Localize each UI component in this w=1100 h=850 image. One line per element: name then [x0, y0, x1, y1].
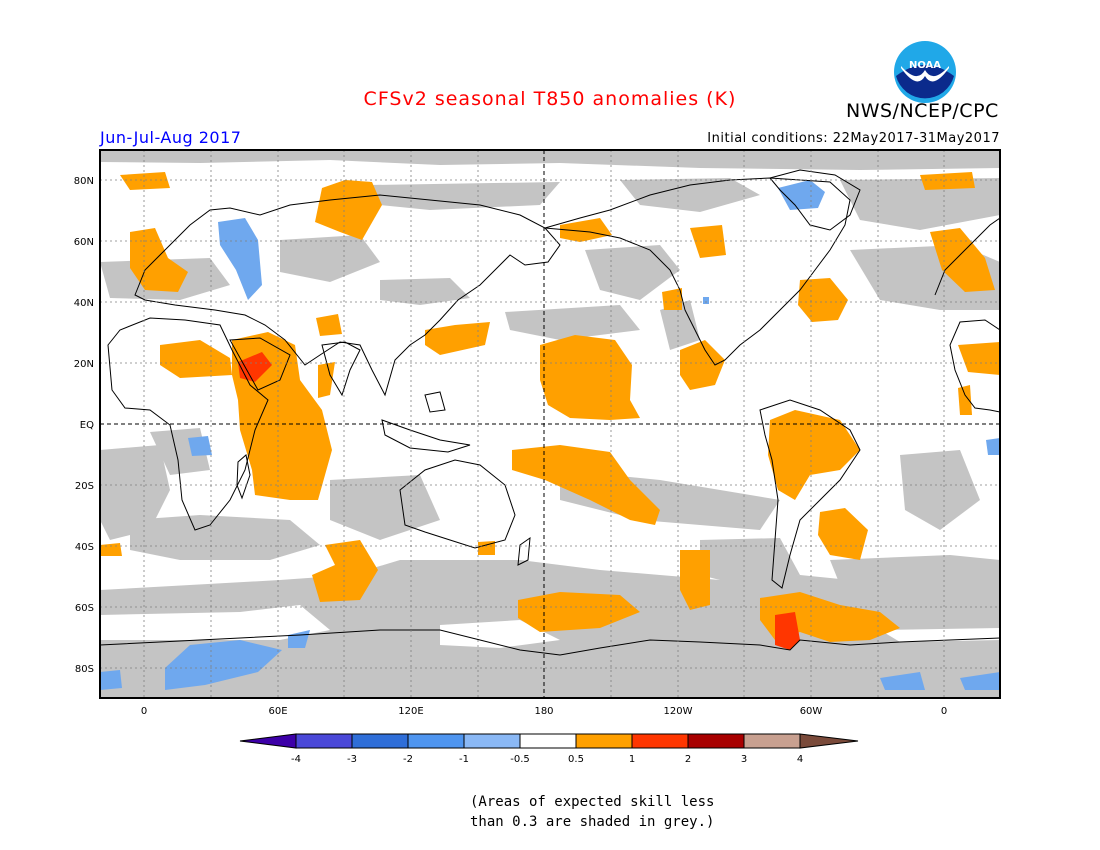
colorbar-swatch	[743, 733, 801, 749]
noaa-logo: NOAA	[894, 41, 956, 103]
skill-footnote-line1: (Areas of expected skill less	[470, 794, 715, 810]
map-frame	[99, 149, 1001, 699]
colorbar-label: 0.5	[568, 754, 584, 765]
lat-label: 20S	[75, 481, 94, 492]
lat-label: 40S	[75, 542, 94, 553]
skill-footnote-line2: than 0.3 are shaded in grey.)	[470, 814, 715, 830]
equator-dateline-lines	[100, 150, 1000, 698]
colorbar-right-arrow	[799, 733, 859, 749]
colorbar-swatch	[519, 733, 577, 749]
southern-band-gaps	[100, 605, 1000, 648]
lat-label: 20N	[74, 359, 94, 370]
map-gridlines	[100, 150, 1000, 698]
organization-label: NWS/NCEP/CPC	[846, 100, 999, 122]
lon-label: 120W	[664, 706, 693, 717]
longitude-labels: 0 60E 120E 180 120W 60W 0	[141, 706, 947, 717]
noaa-logo-text: NOAA	[909, 60, 941, 71]
season-label: Jun-Jul-Aug 2017	[100, 128, 242, 147]
lon-label: 0	[141, 706, 147, 717]
colorbar-swatch	[575, 733, 633, 749]
colorbar-swatch	[687, 733, 745, 749]
coastlines	[100, 169, 1000, 656]
lat-label: 60N	[74, 237, 94, 248]
map-title: CFSv2 seasonal T850 anomalies (K)	[363, 88, 737, 110]
lat-label: 80N	[74, 176, 94, 187]
lat-label: 60S	[75, 603, 94, 614]
negative-anomaly-areas	[100, 180, 1000, 690]
colorbar-swatch	[351, 733, 409, 749]
colorbar-label: -3	[347, 754, 357, 765]
colorbar: -4 -3 -2 -1 -0.5 0.5 1 2 3 4	[239, 733, 859, 765]
lat-label: EQ	[80, 420, 94, 431]
skill-footnote: (Areas of expected skill less than 0.3 a…	[470, 792, 730, 832]
colorbar-swatch	[295, 733, 353, 749]
colorbar-swatch	[463, 733, 521, 749]
initial-conditions-label: Initial conditions: 22May2017-31May2017	[707, 131, 1000, 146]
colorbar-label: 1	[629, 754, 635, 765]
lat-label: 40N	[74, 298, 94, 309]
colorbar-left-arrow	[239, 733, 297, 749]
colorbar-label: -2	[403, 754, 413, 765]
colorbar-label: 2	[685, 754, 691, 765]
lat-label: 80S	[75, 664, 94, 675]
colorbar-label: 3	[741, 754, 747, 765]
lon-label: 180	[534, 706, 553, 717]
lon-label: 120E	[398, 706, 423, 717]
colorbar-label: -1	[459, 754, 469, 765]
lon-label: 60E	[268, 706, 287, 717]
colorbar-swatch	[631, 733, 689, 749]
colorbar-label: -0.5	[510, 754, 530, 765]
lon-label: 60W	[800, 706, 823, 717]
colorbar-label: 4	[797, 754, 803, 765]
latitude-labels: 80N 60N 40N 20N EQ 20S 40S 60S 80S	[74, 176, 94, 675]
colorbar-label: -4	[291, 754, 301, 765]
strong-positive-anomaly-areas	[238, 352, 800, 650]
lon-label: 0	[941, 706, 947, 717]
colorbar-swatch	[407, 733, 465, 749]
